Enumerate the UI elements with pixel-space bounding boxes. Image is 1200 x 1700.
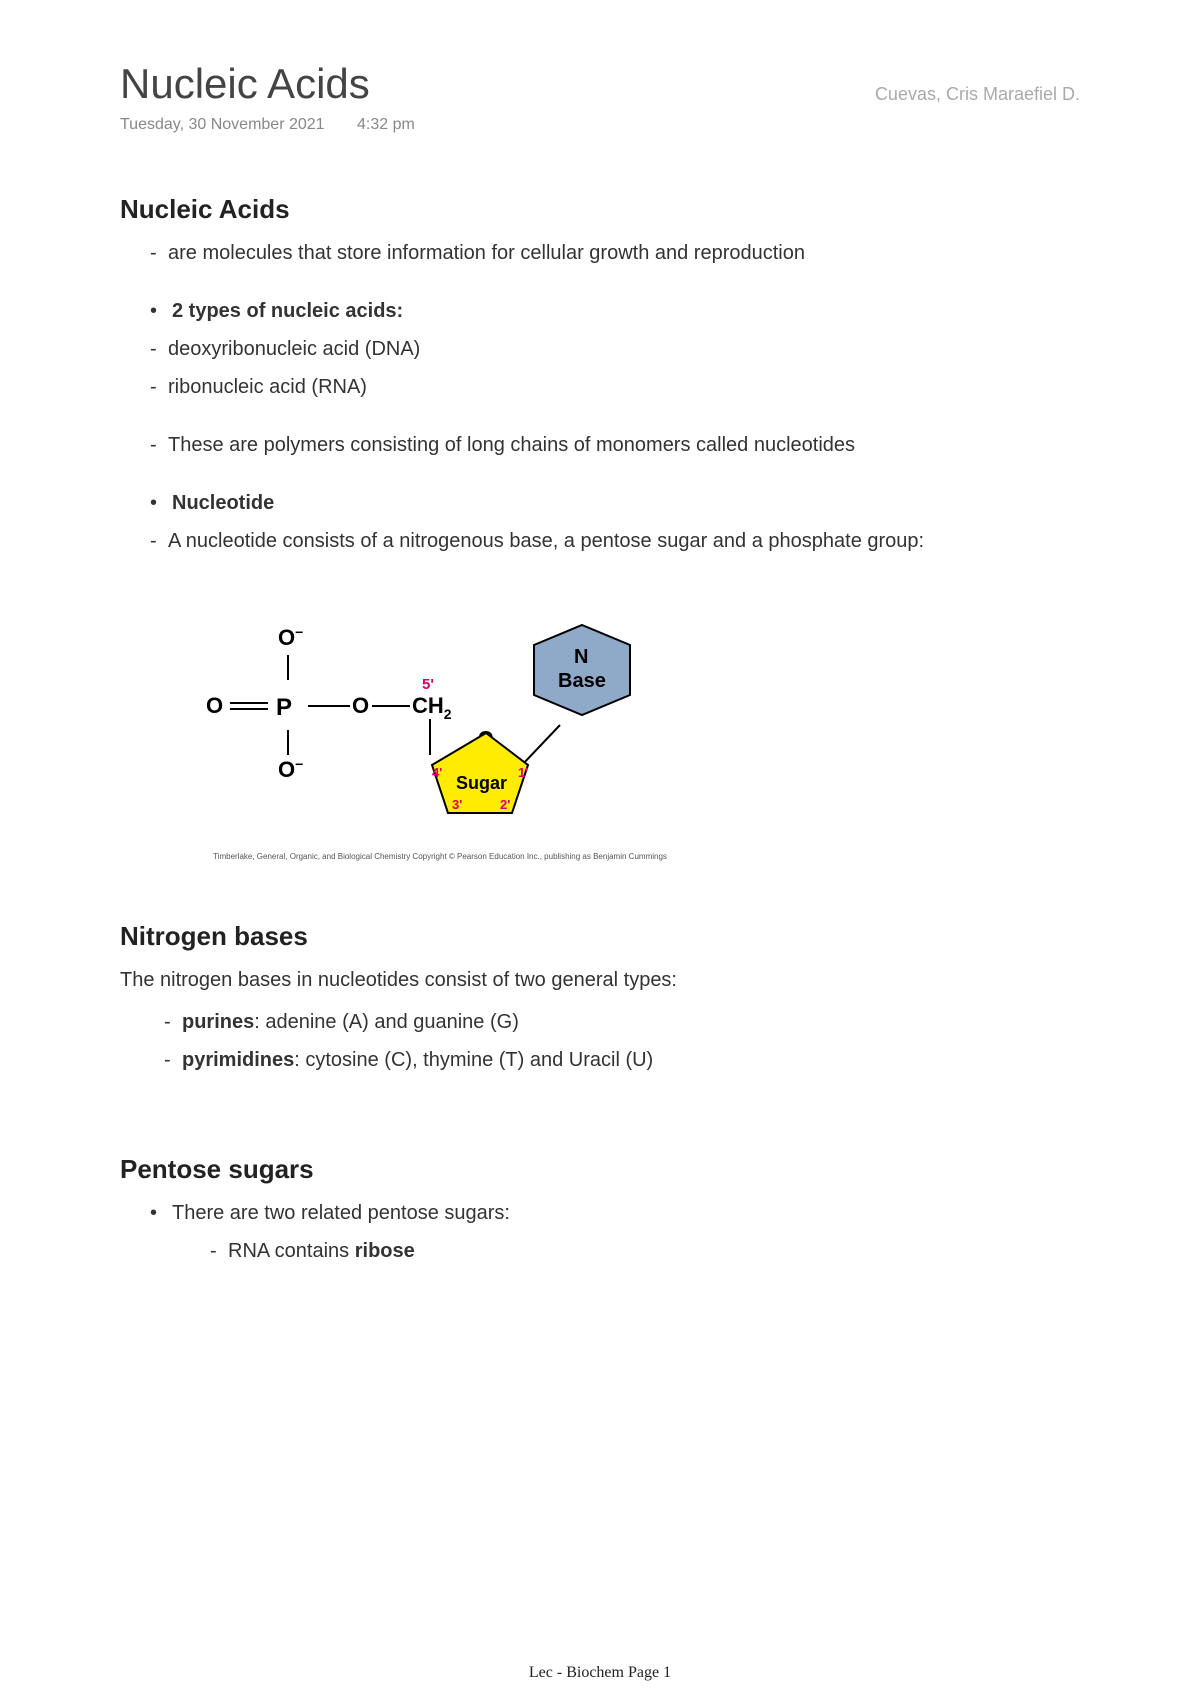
svg-text:Base: Base — [558, 670, 606, 692]
diagram-credit: Timberlake, General, Organic, and Biolog… — [200, 852, 680, 861]
svg-text:O−: O− — [278, 624, 303, 650]
svg-text:1': 1' — [518, 765, 528, 780]
svg-text:4': 4' — [432, 765, 442, 780]
page-author: Cuevas, Cris Maraefiel D. — [875, 84, 1080, 105]
subheading: 2 types of nucleic acids: — [172, 300, 403, 322]
definition: : cytosine (C), thymine (T) and Uracil (… — [294, 1049, 653, 1071]
svg-text:CH2: CH2 — [412, 693, 452, 722]
svg-text:2': 2' — [500, 797, 510, 812]
svg-text:N: N — [574, 646, 588, 668]
list-item: deoxyribonucleic acid (DNA) — [150, 335, 1080, 363]
section-heading: Nitrogen bases — [120, 921, 1080, 952]
svg-text:5': 5' — [422, 676, 434, 693]
page-footer: Lec - Biochem Page 1 — [0, 1664, 1200, 1682]
nucleotide-diagram: O− O P O O− CH2 5' O Sugar 1' 2' 3' 4' — [200, 585, 680, 861]
section-heading: Pentose sugars — [120, 1154, 1080, 1185]
term: ribose — [355, 1240, 415, 1262]
list-item: These are polymers consisting of long ch… — [150, 431, 1080, 459]
list-item: pyrimidines: cytosine (C), thymine (T) a… — [164, 1046, 1080, 1074]
page-meta: Tuesday, 30 November 2021 4:32 pm — [120, 116, 1080, 134]
svg-text:O: O — [352, 693, 369, 718]
section-heading: Nucleic Acids — [120, 194, 1080, 225]
list-item: purines: adenine (A) and guanine (G) — [164, 1008, 1080, 1036]
term: pyrimidines — [182, 1049, 294, 1071]
section-nucleic-acids: Nucleic Acids are molecules that store i… — [120, 194, 1080, 267]
list-item: There are two related pentose sugars: — [150, 1199, 1080, 1227]
term: purines — [182, 1011, 254, 1033]
text: RNA contains — [228, 1240, 355, 1262]
section-nucleotide: Nucleotide A nucleotide consists of a ni… — [120, 489, 1080, 555]
section-types: 2 types of nucleic acids: deoxyribonucle… — [120, 297, 1080, 401]
page-body: Nucleic Acids Tuesday, 30 November 2021 … — [0, 0, 1200, 1265]
list-item: A nucleotide consists of a nitrogenous b… — [150, 527, 1080, 555]
list-item: RNA contains ribose — [210, 1237, 1080, 1265]
list-item: are molecules that store information for… — [150, 239, 1080, 267]
list-item: ribonucleic acid (RNA) — [150, 373, 1080, 401]
list-item: 2 types of nucleic acids: — [150, 297, 1080, 325]
definition: : adenine (A) and guanine (G) — [254, 1011, 519, 1033]
header: Nucleic Acids Tuesday, 30 November 2021 … — [120, 60, 1080, 134]
list-item: Nucleotide — [150, 489, 1080, 517]
subheading: Nucleotide — [172, 492, 274, 514]
section-intro: The nitrogen bases in nucleotides consis… — [120, 966, 1080, 994]
svg-text:P: P — [276, 694, 292, 721]
page-time: 4:32 pm — [357, 116, 415, 133]
svg-text:Sugar: Sugar — [456, 773, 507, 793]
svg-text:O−: O− — [278, 756, 303, 782]
page-date: Tuesday, 30 November 2021 — [120, 116, 325, 133]
svg-text:3': 3' — [452, 797, 462, 812]
svg-text:O: O — [206, 693, 223, 718]
section-polymers: These are polymers consisting of long ch… — [120, 431, 1080, 459]
